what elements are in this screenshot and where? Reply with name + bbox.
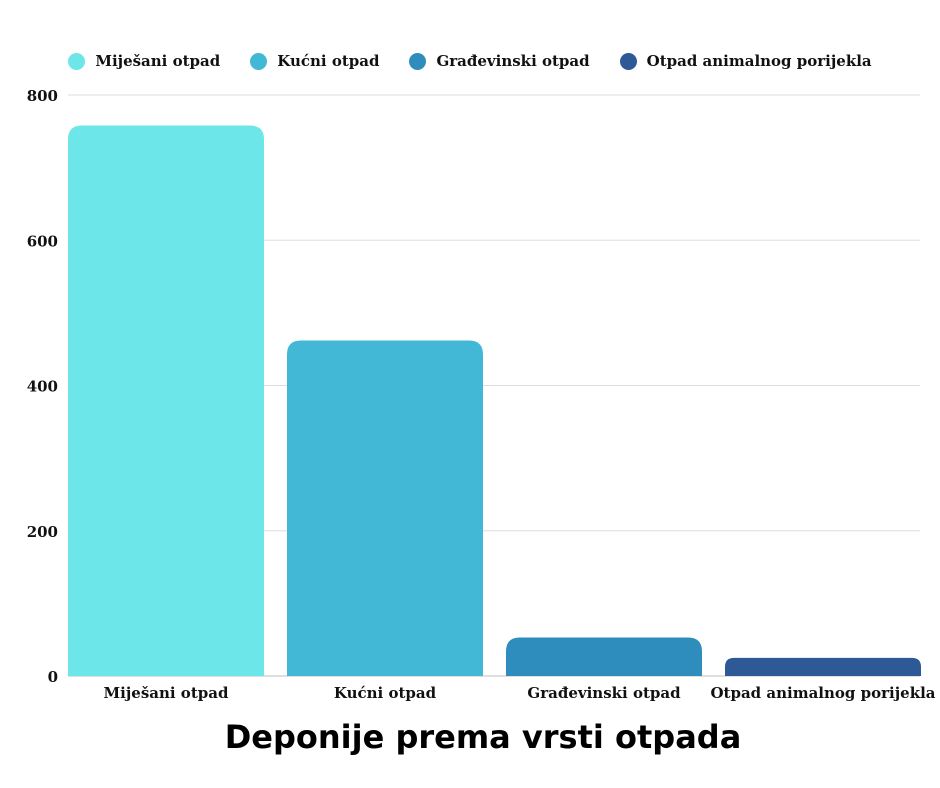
bar-2 [506, 637, 702, 676]
x-tick-label: Miješani otpad [104, 684, 229, 702]
y-tick-label: 0 [48, 668, 58, 686]
x-tick-label: Otpad animalnog porijekla [710, 684, 935, 702]
legend-swatch [619, 52, 637, 70]
legend-swatch [409, 52, 427, 70]
y-tick-label: 600 [27, 232, 58, 250]
y-tick-label: 800 [27, 87, 58, 105]
x-tick-label: Građevinski otpad [527, 684, 681, 702]
chart-title: Deponije prema vrsti otpada [224, 718, 742, 756]
legend-label: Otpad animalnog porijekla [646, 52, 872, 70]
x-tick-label: Kućni otpad [334, 684, 437, 702]
legend-label: Građevinski otpad [436, 52, 590, 70]
legend-swatch [250, 52, 268, 70]
legend: Miješani otpad Kućni otpad Građevinski otp… [0, 52, 940, 70]
legend-item: Kućni otpad [250, 52, 379, 70]
legend-label: Miješani otpad [95, 52, 221, 70]
y-tick-label: 200 [27, 523, 58, 541]
bar-1 [287, 340, 483, 676]
y-tick-label: 400 [27, 378, 58, 396]
legend-item: Građevinski otpad [409, 52, 590, 70]
bar-3 [725, 657, 921, 676]
legend-item: Miješani otpad [68, 52, 220, 70]
legend-label: Kućni otpad [277, 52, 380, 70]
legend-item: Otpad animalnog porijekla [619, 52, 872, 70]
bar-0 [68, 125, 264, 676]
legend-swatch [68, 52, 86, 70]
